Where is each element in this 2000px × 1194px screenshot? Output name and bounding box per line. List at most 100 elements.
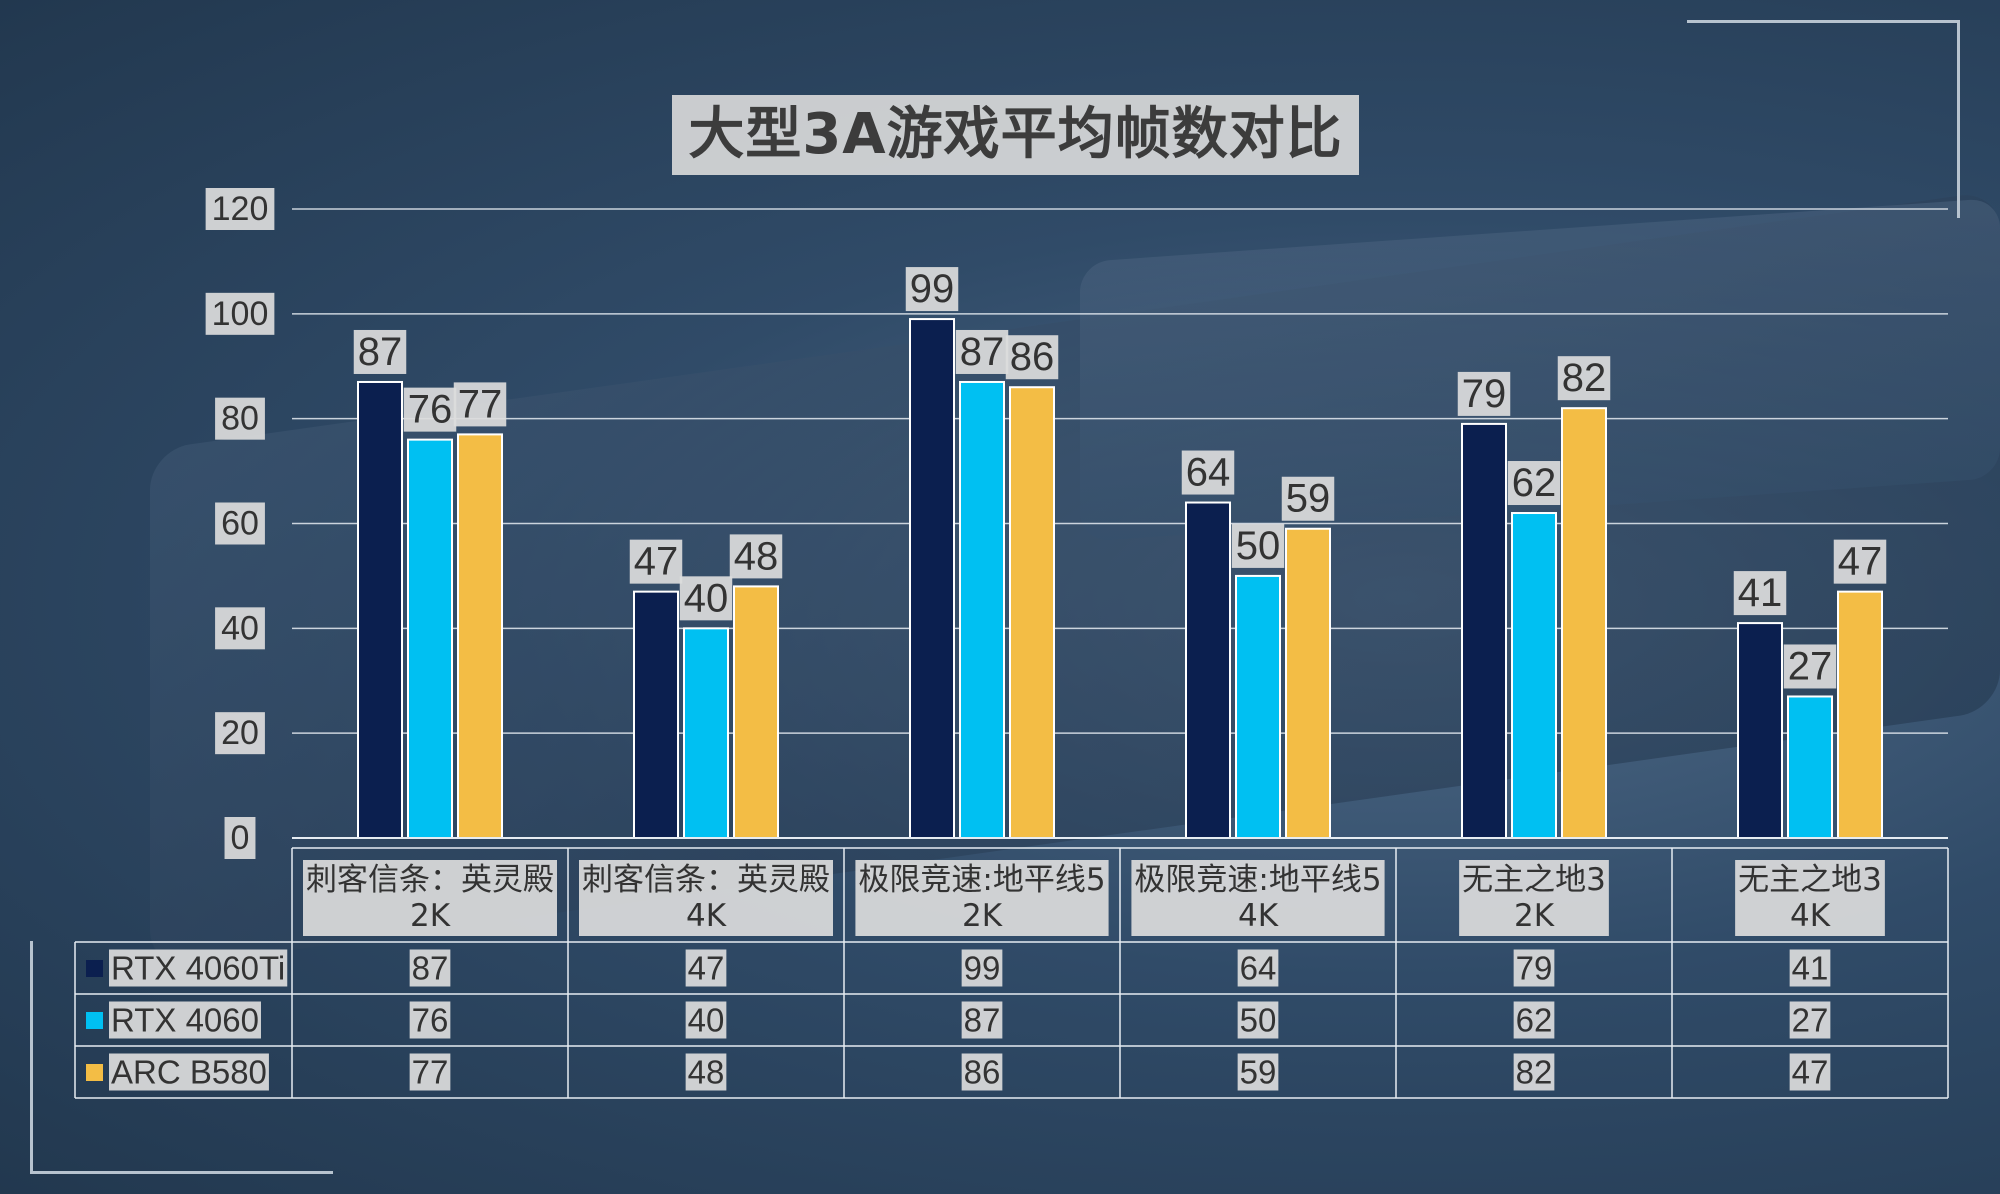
data-label-arc-b580-2-group: 86 [1005,335,1059,380]
legend-swatch-rtx-4060ti [86,960,103,977]
bar-rtx-4060ti-0 [357,380,403,839]
table-cell-rtx-4060-3: 50 [1240,1002,1277,1039]
table-cell-arc-b580-4-group: 82 [1513,1053,1555,1091]
table-cell-rtx-4060ti-2-bg [961,949,1003,987]
data-label-rtx-4060ti-1-bg [629,539,683,584]
y-tick-label-20-bg [215,712,265,755]
table-cell-arc-b580-3-bg [1237,1053,1279,1091]
data-label-arc-b580-0-group: 77 [453,382,507,427]
data-label-arc-b580-3-group: 59 [1281,476,1335,521]
table-cell-arc-b580-1-bg [685,1053,727,1091]
legend-label-rtx-4060ti: RTX 4060Ti [111,950,285,987]
table-cell-rtx-4060-0: 76 [412,1002,449,1039]
table-cell-rtx-4060-0-bg [409,1001,451,1039]
bar-rtx-4060ti-3 [1185,501,1231,839]
table-cell-arc-b580-5-group: 47 [1789,1053,1831,1091]
table-cell-rtx-4060-5-bg [1789,1001,1831,1039]
table-cell-rtx-4060-3-bg [1237,1001,1279,1039]
table-cell-rtx-4060-1-group: 40 [685,1001,727,1039]
y-tick-label-80-bg [215,397,265,440]
data-label-arc-b580-4-bg [1557,356,1611,401]
table-cell-rtx-4060-2-group: 87 [961,1001,1003,1039]
data-label-rtx-4060ti-5-group: 41 [1733,571,1787,616]
table-cell-arc-b580-4: 82 [1516,1054,1553,1091]
data-label-arc-b580-5: 47 [1838,540,1883,584]
data-label-arc-b580-3-bg [1281,476,1335,521]
bar-arc-b580-5 [1837,590,1883,839]
table-cell-rtx-4060ti-5-group: 41 [1789,949,1831,987]
bar-rtx-4060ti-5 [1737,622,1783,840]
category-name-1: 刺客信条：英灵殿 [582,862,830,898]
category-label-bg-0 [303,860,557,936]
y-tick-label-60-bg [215,502,265,545]
data-table: 刺客信条：英灵殿2K刺客信条：英灵殿4K极限竞速:地平线52K极限竞速:地平线5… [74,847,1949,1099]
corner-frame-bottom-left [30,941,333,1174]
data-label-rtx-4060ti-0-bg [353,329,407,374]
category-name-4: 无主之地3 [1462,862,1606,898]
y-tick-label-40-group: 40 [215,607,265,650]
table-cell-rtx-4060ti-4-group: 79 [1513,949,1555,987]
category-name-3: 极限竞速:地平线5 [1134,862,1381,898]
table-cell-rtx-4060-4: 62 [1516,1002,1553,1039]
table-cell-rtx-4060ti-0-group: 87 [409,949,451,987]
y-tick-label-0-group: 0 [224,817,256,859]
corner-frame-top-right [1687,20,1960,218]
legend-label-rtx-4060-group: RTX 4060 [109,1001,261,1039]
data-label-rtx-4060-3: 50 [1236,524,1281,568]
table-cell-rtx-4060-5: 27 [1792,1002,1829,1039]
category-label-bg-1 [579,860,833,936]
data-label-arc-b580-0-bg [453,382,507,427]
data-label-arc-b580-2-bg [1005,335,1059,380]
bar-rtx-4060-2 [959,380,1005,839]
data-label-rtx-4060ti-3: 64 [1186,451,1231,495]
bar-arc-b580-1 [733,585,779,840]
y-tick-label-0-bg [224,817,256,859]
table-cell-arc-b580-1-group: 48 [685,1053,727,1091]
data-label-rtx-4060ti-3-bg [1181,450,1235,495]
category-name-0: 刺客信条：英灵殿 [306,862,554,898]
table-cell-rtx-4060ti-5-bg [1789,949,1831,987]
bar-rtx-4060-4 [1511,512,1557,839]
data-label-arc-b580-1-bg [729,534,783,579]
data-label-rtx-4060ti-1: 47 [634,540,679,584]
table-cell-rtx-4060ti-3-bg [1237,949,1279,987]
legend-label-arc-b580: ARC B580 [111,1054,267,1091]
table-cell-rtx-4060ti-3: 64 [1240,950,1277,987]
data-label-arc-b580-1-group: 48 [729,534,783,579]
category-label-bg-2 [855,860,1109,936]
category-resolution-1: 4K [686,898,727,934]
table-cell-rtx-4060-0-group: 76 [409,1001,451,1039]
table-cell-arc-b580-0-bg [409,1053,451,1091]
table-cell-arc-b580-0: 77 [412,1054,449,1091]
legend-swatch-arc-b580 [86,1064,103,1081]
y-tick-label-100-bg [205,292,275,335]
bar-arc-b580-4 [1561,407,1607,839]
category-name-2: 极限竞速:地平线5 [858,862,1105,898]
data-label-arc-b580-0: 77 [458,382,503,426]
y-tick-label-80-group: 80 [215,397,265,440]
legend-label-rtx-4060ti-group: RTX 4060Ti [109,949,288,987]
table-cell-arc-b580-5: 47 [1792,1054,1829,1091]
data-label-rtx-4060-3-bg [1231,523,1285,568]
data-label-rtx-4060-2-group: 87 [955,329,1009,374]
data-label-rtx-4060ti-5: 41 [1738,571,1783,615]
legend-label-arc-b580-bg [109,1053,269,1091]
data-label-rtx-4060-4-group: 62 [1507,461,1561,506]
category-label-bg-3 [1131,860,1385,936]
table-cell-rtx-4060ti-5: 41 [1792,950,1829,987]
data-label-rtx-4060-0-group: 76 [403,387,457,432]
table-cell-rtx-4060ti-3-group: 64 [1237,949,1279,987]
bar-rtx-4060ti-1 [633,590,679,839]
data-label-rtx-4060-4: 62 [1512,461,1557,505]
table-cell-rtx-4060-2-bg [961,1001,1003,1039]
data-label-rtx-4060-1-bg [679,576,733,621]
y-tick-label-0: 0 [231,819,250,857]
legend-label-rtx-4060ti-bg [109,949,288,987]
table-cell-rtx-4060-5-group: 27 [1789,1001,1831,1039]
table-cell-rtx-4060ti-4-bg [1513,949,1555,987]
table-cell-arc-b580-2: 86 [964,1054,1001,1091]
data-label-rtx-4060ti-4-group: 79 [1457,371,1511,416]
data-label-rtx-4060-0-bg [403,387,457,432]
